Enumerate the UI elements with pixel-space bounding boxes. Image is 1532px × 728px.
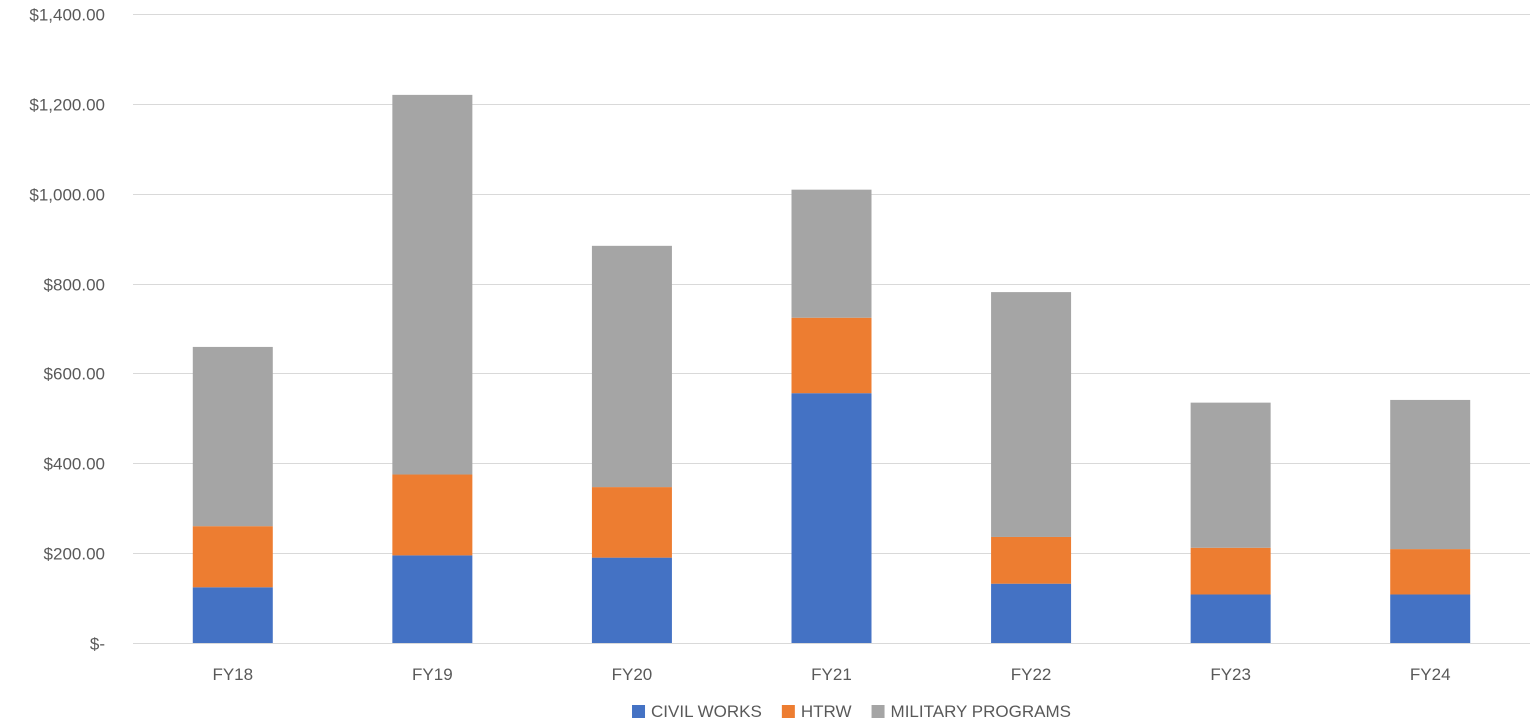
- bars: [192, 94, 1471, 643]
- bar-segment: [991, 536, 1072, 584]
- legend-label: HTRW: [801, 702, 852, 721]
- y-tick-label: $400.00: [44, 455, 105, 474]
- bar-segment: [1190, 402, 1271, 548]
- x-axis-ticks: FY18 FY19 FY20 FY21 FY22 FY23 FY24: [212, 665, 1450, 684]
- bar-segment: [791, 393, 872, 643]
- y-axis-ticks: $- $200.00 $400.00 $600.00 $800.00 $1,000.00 $…: [29, 6, 105, 654]
- y-tick-label: $600.00: [44, 365, 105, 384]
- bar-segment: [991, 292, 1072, 537]
- x-tick-label: FY24: [1410, 665, 1451, 684]
- bar-segment: [591, 557, 672, 643]
- bar-segment: [1190, 547, 1271, 595]
- bar-segment: [192, 587, 273, 643]
- bar-segment: [991, 583, 1072, 643]
- bar-segment: [1390, 399, 1471, 550]
- legend-swatch: [781, 705, 795, 718]
- bar-segment: [392, 474, 473, 556]
- bar-segment: [591, 245, 672, 488]
- bar-segment: [591, 487, 672, 558]
- x-tick-label: FY19: [412, 665, 453, 684]
- bar-segment: [1390, 594, 1471, 643]
- bar-segment: [1390, 549, 1471, 595]
- legend: CIVIL WORKS HTRW MILITARY PROGRAMS: [632, 702, 1071, 721]
- legend-label: CIVIL WORKS: [651, 702, 762, 721]
- legend-label: MILITARY PROGRAMS: [891, 702, 1071, 721]
- bar-segment: [392, 555, 473, 643]
- legend-swatch: [871, 705, 885, 718]
- bar-segment: [791, 317, 872, 394]
- y-tick-label: $800.00: [44, 276, 105, 295]
- x-tick-label: FY18: [212, 665, 253, 684]
- bar-segment: [392, 94, 473, 475]
- y-tick-label: $1,000.00: [29, 186, 105, 205]
- bar-segment: [192, 526, 273, 588]
- bar-segment: [192, 346, 273, 527]
- y-tick-label: $1,200.00: [29, 96, 105, 115]
- x-tick-label: FY22: [1011, 665, 1052, 684]
- y-tick-label: $200.00: [44, 545, 105, 564]
- y-tick-label: $-: [90, 635, 105, 654]
- bar-segment: [1190, 594, 1271, 643]
- legend-swatch: [632, 705, 646, 718]
- y-tick-label: $1,400.00: [29, 6, 105, 25]
- x-tick-label: FY20: [612, 665, 653, 684]
- bar-segment: [791, 189, 872, 318]
- x-tick-label: FY21: [811, 665, 852, 684]
- x-tick-label: FY23: [1210, 665, 1251, 684]
